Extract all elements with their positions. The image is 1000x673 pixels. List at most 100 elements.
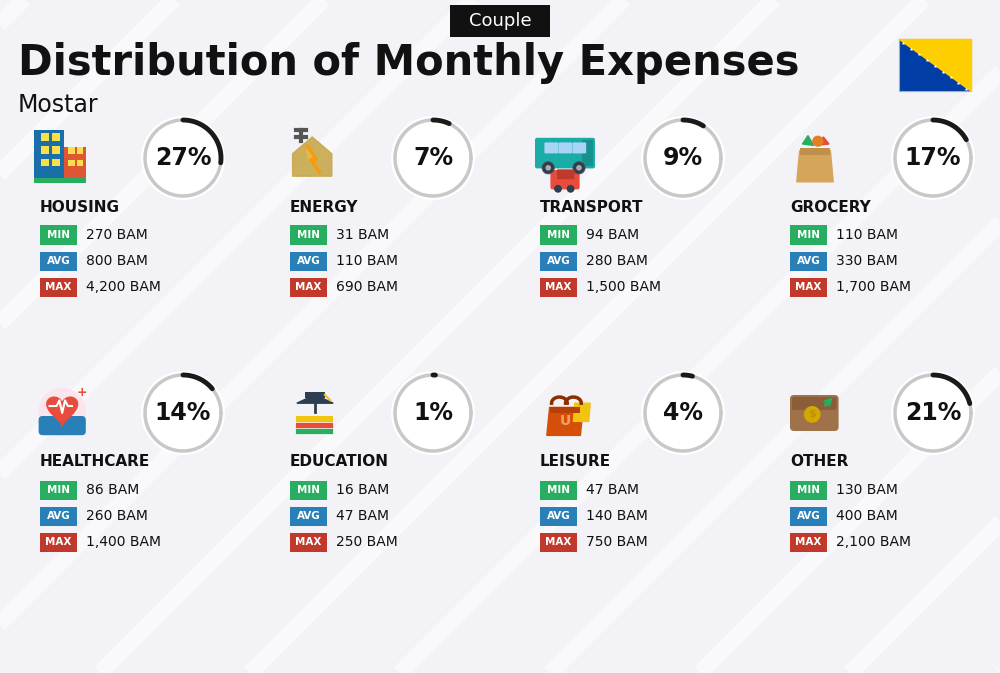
Text: 4,200 BAM: 4,200 BAM xyxy=(86,280,161,294)
Circle shape xyxy=(38,388,86,435)
Circle shape xyxy=(891,116,975,200)
Text: 330 BAM: 330 BAM xyxy=(836,254,898,268)
FancyBboxPatch shape xyxy=(540,507,577,526)
Text: Couple: Couple xyxy=(469,12,531,30)
FancyBboxPatch shape xyxy=(450,5,550,37)
Text: 86 BAM: 86 BAM xyxy=(86,483,139,497)
FancyBboxPatch shape xyxy=(535,138,595,168)
Circle shape xyxy=(641,371,725,455)
FancyBboxPatch shape xyxy=(40,225,77,244)
FancyBboxPatch shape xyxy=(540,252,577,271)
FancyBboxPatch shape xyxy=(558,143,572,153)
Text: HOUSING: HOUSING xyxy=(40,199,120,215)
FancyBboxPatch shape xyxy=(77,160,83,166)
Text: 9%: 9% xyxy=(663,146,703,170)
Text: 27%: 27% xyxy=(155,146,211,170)
FancyBboxPatch shape xyxy=(790,252,827,271)
Text: AVG: AVG xyxy=(47,511,70,521)
Text: AVG: AVG xyxy=(297,256,320,266)
Text: ENERGY: ENERGY xyxy=(290,199,358,215)
Text: 7%: 7% xyxy=(413,146,453,170)
Text: MIN: MIN xyxy=(47,485,70,495)
Circle shape xyxy=(141,371,225,455)
FancyBboxPatch shape xyxy=(790,507,827,526)
Text: MIN: MIN xyxy=(297,230,320,240)
Text: 1,500 BAM: 1,500 BAM xyxy=(586,280,661,294)
Text: 47 BAM: 47 BAM xyxy=(586,483,639,497)
FancyBboxPatch shape xyxy=(790,277,827,297)
Circle shape xyxy=(545,165,551,170)
FancyBboxPatch shape xyxy=(540,532,577,551)
Text: Distribution of Monthly Expenses: Distribution of Monthly Expenses xyxy=(18,42,800,84)
FancyBboxPatch shape xyxy=(899,39,971,91)
Text: AVG: AVG xyxy=(297,511,320,521)
Text: 270 BAM: 270 BAM xyxy=(86,228,148,242)
FancyBboxPatch shape xyxy=(540,277,577,297)
Text: MAX: MAX xyxy=(545,537,572,547)
Text: MAX: MAX xyxy=(795,282,822,292)
FancyBboxPatch shape xyxy=(582,140,593,166)
FancyBboxPatch shape xyxy=(790,225,827,244)
Text: MIN: MIN xyxy=(547,230,570,240)
Text: 800 BAM: 800 BAM xyxy=(86,254,148,268)
Polygon shape xyxy=(797,151,833,182)
Circle shape xyxy=(641,116,725,200)
FancyBboxPatch shape xyxy=(295,427,333,434)
FancyBboxPatch shape xyxy=(77,147,83,154)
FancyBboxPatch shape xyxy=(290,507,327,526)
FancyBboxPatch shape xyxy=(40,507,77,526)
FancyBboxPatch shape xyxy=(290,252,327,271)
Text: GROCERY: GROCERY xyxy=(790,199,871,215)
Text: MIN: MIN xyxy=(547,485,570,495)
Text: 400 BAM: 400 BAM xyxy=(836,509,898,523)
FancyBboxPatch shape xyxy=(68,147,75,154)
Circle shape xyxy=(141,116,225,200)
FancyBboxPatch shape xyxy=(52,133,60,141)
Text: MIN: MIN xyxy=(47,230,70,240)
Text: MAX: MAX xyxy=(295,282,322,292)
FancyBboxPatch shape xyxy=(790,481,827,499)
Polygon shape xyxy=(293,137,332,176)
Text: OTHER: OTHER xyxy=(790,454,848,470)
Text: TRANSPORT: TRANSPORT xyxy=(540,199,644,215)
Polygon shape xyxy=(573,403,590,421)
Text: MAX: MAX xyxy=(45,537,72,547)
Text: MAX: MAX xyxy=(795,537,822,547)
FancyBboxPatch shape xyxy=(290,481,327,499)
FancyBboxPatch shape xyxy=(540,481,577,499)
Circle shape xyxy=(391,371,475,455)
Circle shape xyxy=(573,162,585,174)
FancyBboxPatch shape xyxy=(41,146,49,154)
Text: MIN: MIN xyxy=(797,230,820,240)
Polygon shape xyxy=(547,407,583,435)
Polygon shape xyxy=(802,135,814,145)
Text: 2,100 BAM: 2,100 BAM xyxy=(836,535,911,549)
Text: AVG: AVG xyxy=(47,256,70,266)
Text: 140 BAM: 140 BAM xyxy=(586,509,648,523)
FancyBboxPatch shape xyxy=(800,149,830,155)
FancyBboxPatch shape xyxy=(790,395,839,431)
Circle shape xyxy=(542,162,554,174)
Text: MIN: MIN xyxy=(297,485,320,495)
FancyBboxPatch shape xyxy=(40,277,77,297)
FancyBboxPatch shape xyxy=(290,277,327,297)
FancyBboxPatch shape xyxy=(39,416,86,435)
FancyBboxPatch shape xyxy=(540,225,577,244)
FancyBboxPatch shape xyxy=(550,170,580,189)
Text: 14%: 14% xyxy=(155,401,211,425)
Text: 17%: 17% xyxy=(905,146,961,170)
FancyBboxPatch shape xyxy=(290,532,327,551)
Text: 21%: 21% xyxy=(905,401,961,425)
FancyBboxPatch shape xyxy=(40,481,77,499)
Text: 110 BAM: 110 BAM xyxy=(336,254,398,268)
FancyBboxPatch shape xyxy=(305,392,325,398)
Circle shape xyxy=(576,165,582,170)
Circle shape xyxy=(567,185,575,192)
Text: $: $ xyxy=(808,409,816,419)
FancyBboxPatch shape xyxy=(790,532,827,551)
FancyBboxPatch shape xyxy=(40,252,77,271)
FancyBboxPatch shape xyxy=(550,407,580,413)
Text: EDUCATION: EDUCATION xyxy=(290,454,389,470)
Text: 250 BAM: 250 BAM xyxy=(336,535,398,549)
Text: HEALTHCARE: HEALTHCARE xyxy=(40,454,150,470)
